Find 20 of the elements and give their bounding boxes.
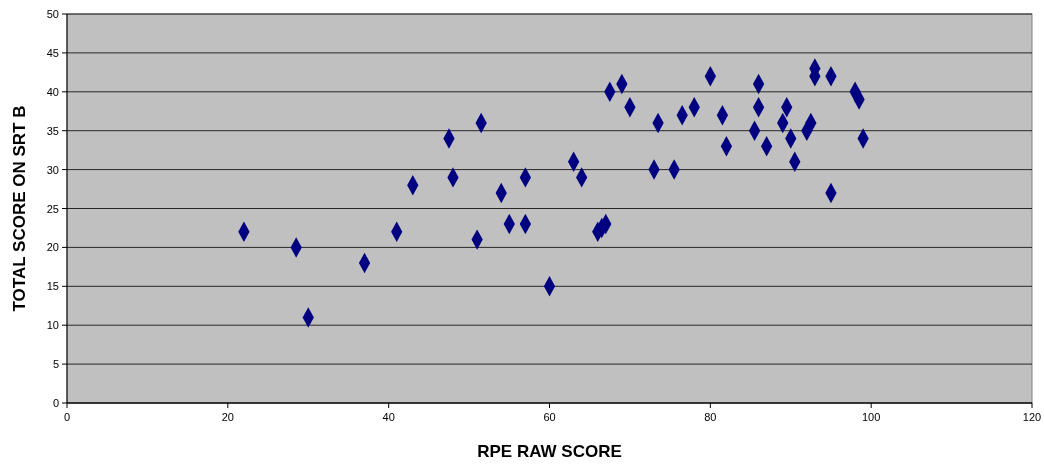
y-tick-label: 35 — [46, 124, 59, 137]
y-tick-label: 0 — [52, 397, 59, 409]
x-tick-label: 100 — [861, 411, 881, 423]
y-tick-label: 10 — [46, 319, 59, 332]
y-tick-label: 40 — [46, 85, 59, 98]
x-tick-label: 60 — [543, 411, 556, 423]
x-tick-label: 0 — [63, 411, 71, 423]
x-tick-label: 40 — [382, 411, 395, 423]
x-tick-label: 20 — [221, 411, 234, 423]
x-axis-title: RPE RAW SCORE — [477, 442, 622, 461]
x-tick-label: 80 — [704, 411, 717, 423]
y-tick-label: 25 — [46, 202, 59, 215]
y-tick-label: 50 — [46, 8, 59, 20]
y-tick-label: 15 — [46, 280, 59, 293]
y-tick-label: 30 — [46, 163, 59, 176]
y-tick-label: 5 — [52, 358, 59, 371]
y-axis-title: TOTAL SCORE ON SRT B — [10, 105, 29, 312]
x-tick-label: 120 — [1022, 411, 1042, 423]
y-tick-label: 45 — [46, 46, 59, 59]
y-tick-label: 20 — [46, 241, 59, 254]
